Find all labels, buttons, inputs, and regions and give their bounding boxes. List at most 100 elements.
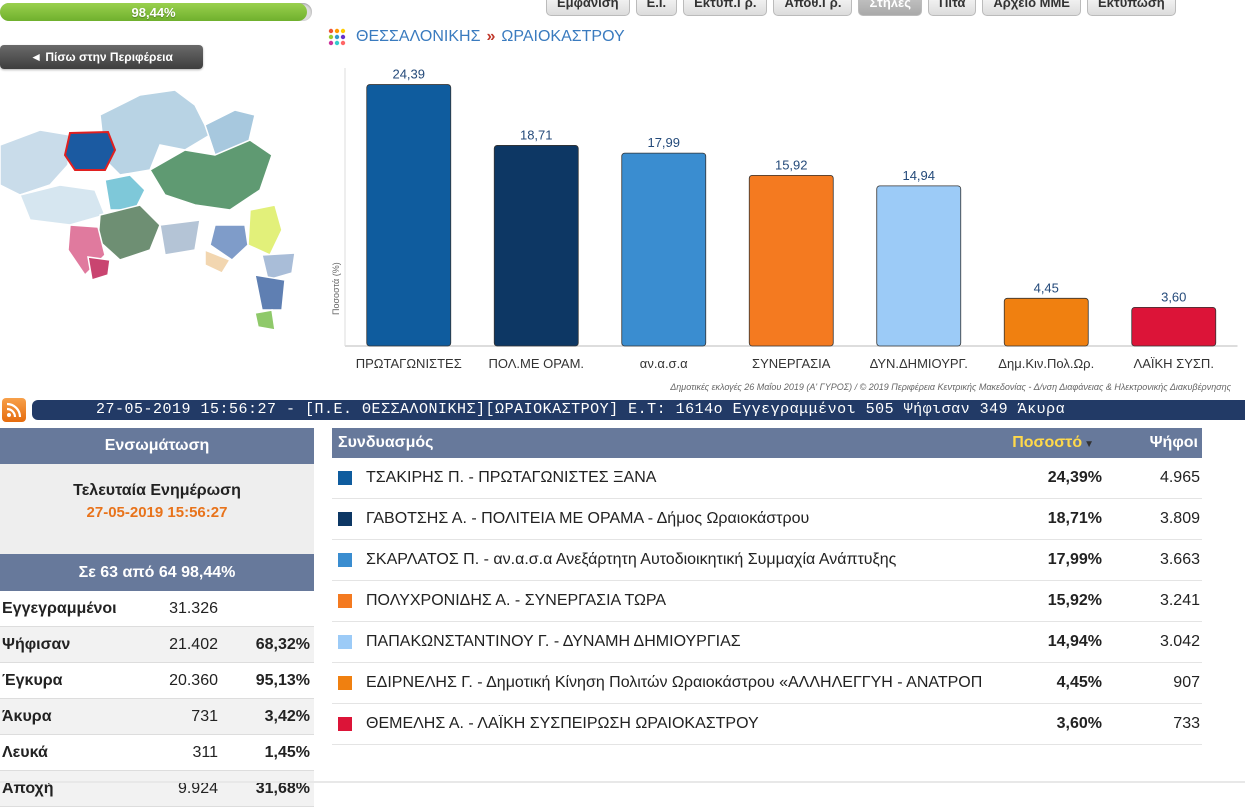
table-row[interactable]: ΓΑΒΟΤΣΗΣ Α. - ΠΟΛΙΤΕΙΑ ΜΕ ΟΡΑΜΑ - Δήμος … bbox=[332, 499, 1202, 540]
nav-button[interactable]: Αποθ.Γρ. bbox=[773, 0, 853, 16]
table-row[interactable]: ΣΚΑΡΛΑΤΟΣ Π. - αν.α.σ.α Ανεξάρτητη Αυτοδ… bbox=[332, 540, 1202, 581]
percentage-column-header[interactable]: Ποσοστό ▼ bbox=[1000, 434, 1094, 452]
party-column-header[interactable]: Συνδυασμός bbox=[338, 434, 434, 451]
map-region[interactable] bbox=[148, 139, 273, 211]
chart-bar[interactable] bbox=[748, 174, 834, 347]
back-to-region-button[interactable]: ◄ Πίσω στην Περιφέρεια bbox=[0, 45, 203, 69]
chart-footnote: Δημοτικές εκλογές 26 Μαΐου 2019 (Α' ΓΥΡΟ… bbox=[670, 382, 1231, 392]
nav-button[interactable]: Εκτύπωση bbox=[1086, 0, 1176, 16]
party-name: ΤΣΑΚΙΡΗΣ Π. - ΠΡΩΤΑΓΩΝΙΣΤΕΣ ΞΑΝΑ bbox=[366, 469, 657, 486]
breadcrumb-parent-link[interactable]: ΘΕΣΣΑΛΟΝΙΚΗΣ bbox=[356, 28, 481, 45]
table-row[interactable]: ΠΑΠΑΚΩΝΣΤΑΝΤΙΝΟΥ Γ. - ΔΥΝΑΜΗ ΔΗΜΙΟΥΡΓΙΑΣ… bbox=[332, 622, 1202, 663]
news-ticker-row: 27-05-2019 15:56:27 - [Π.Ε. ΘΕΣΣΑΛΟΝΙΚΗΣ… bbox=[0, 398, 1245, 423]
percentage-header-label: Ποσοστό bbox=[1012, 434, 1083, 451]
party-name: ΠΑΠΑΚΩΝΣΤΑΝΤΙΝΟΥ Γ. - ΔΥΝΑΜΗ ΔΗΜΙΟΥΡΓΙΑΣ bbox=[366, 633, 741, 650]
rss-icon[interactable] bbox=[2, 398, 26, 422]
party-color-swatch bbox=[338, 512, 352, 526]
chart-bar[interactable] bbox=[1131, 307, 1217, 347]
stat-label: Εγγεγραμμένοι bbox=[2, 599, 117, 617]
party-percentage: 3,60% bbox=[1056, 715, 1102, 732]
bar-value-label: 24,39 bbox=[392, 67, 425, 82]
nav-button[interactable]: Αρχείο ΜΜΕ bbox=[982, 0, 1081, 16]
nav-button[interactable]: Εμφάνιση bbox=[546, 0, 630, 16]
table-row[interactable]: ΠΟΛΥΧΡΟΝΙΔΗΣ Α. - ΣΥΝΕΡΓΑΣΙΑ ΤΩΡΑ 15,92%… bbox=[332, 581, 1202, 622]
stat-value: 31.326 bbox=[169, 599, 218, 617]
stat-percentage: 3,42% bbox=[264, 707, 310, 725]
map-region[interactable] bbox=[104, 174, 146, 211]
map-region[interactable] bbox=[254, 274, 286, 311]
nav-button[interactable]: Στήλες bbox=[858, 0, 922, 16]
table-row[interactable]: ΕΔΙΡΝΕΛΗΣ Γ. - Δημοτική Κίνηση Πολιτών Ω… bbox=[332, 663, 1202, 704]
party-percentage: 17,99% bbox=[1047, 551, 1102, 568]
stat-value: 20.360 bbox=[169, 671, 218, 689]
x-tick-label: αν.α.σ.α bbox=[640, 356, 688, 371]
nav-button[interactable]: Εκτυπ.Γρ. bbox=[683, 0, 768, 16]
party-votes: 3.809 bbox=[1159, 510, 1200, 527]
stats-row: Εγγεγραμμένοι 31.326 bbox=[0, 591, 314, 627]
x-tick-label: ΠΡΩΤΑΓΩΝΙΣΤΕΣ bbox=[356, 356, 462, 371]
party-votes: 3.241 bbox=[1159, 592, 1200, 609]
map-region[interactable] bbox=[209, 224, 249, 261]
bar-value-label: 14,94 bbox=[902, 168, 935, 183]
map-region[interactable] bbox=[254, 309, 276, 331]
party-percentage: 24,39% bbox=[1047, 469, 1102, 486]
results-bar-chart: 24,39 ΠΡΩΤΑΓΩΝΙΣΤΕΣ 18,71 ΠΟΛ.ΜΕ ΟΡΑΜ. 17,99… bbox=[331, 67, 1238, 371]
party-color-swatch bbox=[338, 553, 352, 567]
news-ticker: 27-05-2019 15:56:27 - [Π.Ε. ΘΕΣΣΑΛΟΝΙΚΗΣ… bbox=[32, 400, 1245, 420]
municipality-map bbox=[0, 89, 296, 331]
map-region-selected[interactable] bbox=[63, 130, 117, 171]
map-region[interactable] bbox=[97, 204, 161, 261]
x-tick-label: ΔΥΝ.ΔΗΜΙΟΥΡΓ. bbox=[870, 356, 968, 371]
nav-button[interactable]: Πίτα bbox=[927, 0, 977, 16]
party-color-swatch bbox=[338, 717, 352, 731]
party-name: ΕΔΙΡΝΕΛΗΣ Γ. - Δημοτική Κίνηση Πολιτών Ω… bbox=[366, 674, 983, 691]
stat-value: 731 bbox=[191, 707, 218, 725]
counted-stations: Σε 63 από 64 98,44% bbox=[0, 554, 314, 591]
table-row[interactable]: ΘΕΜΕΛΗΣ Α. - ΛΑΪΚΗ ΣΥΣΠΕΙΡΩΣΗ ΩΡΑΙΟΚΑΣΤΡ… bbox=[332, 704, 1202, 745]
chart-bar[interactable] bbox=[493, 145, 579, 347]
counting-progress-bar: 98,44% bbox=[0, 3, 312, 21]
party-color-swatch bbox=[338, 676, 352, 690]
chart-bar[interactable] bbox=[366, 84, 452, 347]
progress-label: 98,44% bbox=[131, 4, 176, 20]
stats-row: Έγκυρα 20.360 95,13% bbox=[0, 663, 314, 699]
party-name: ΠΟΛΥΧΡΟΝΙΔΗΣ Α. - ΣΥΝΕΡΓΑΣΙΑ ΤΩΡΑ bbox=[366, 592, 667, 609]
party-name: ΣΚΑΡΛΑΤΟΣ Π. - αν.α.σ.α Ανεξάρτητη Αυτοδ… bbox=[366, 551, 897, 568]
map-region[interactable] bbox=[87, 256, 111, 281]
stat-percentage: 95,13% bbox=[255, 671, 310, 689]
table-row[interactable]: ΤΣΑΚΙΡΗΣ Π. - ΠΡΩΤΑΓΩΝΙΣΤΕΣ ΞΑΝΑ 24,39% … bbox=[332, 458, 1202, 499]
map-region[interactable] bbox=[0, 129, 71, 196]
party-votes: 733 bbox=[1173, 715, 1200, 732]
nav-button[interactable]: Ε.Ι. bbox=[635, 0, 678, 16]
party-votes: 4.965 bbox=[1159, 469, 1200, 486]
map-region[interactable] bbox=[261, 252, 296, 281]
x-tick-label: ΛΑΪΚΗ ΣΥΣΠ. bbox=[1134, 356, 1214, 371]
chart-bar[interactable] bbox=[621, 152, 707, 347]
y-axis-label: Ποσοστά (%) bbox=[331, 262, 341, 315]
dots-logo-icon bbox=[328, 28, 346, 46]
stat-percentage: 1,45% bbox=[264, 743, 310, 761]
sort-desc-icon: ▼ bbox=[1084, 439, 1094, 450]
stat-label: Ψήφισαν bbox=[2, 635, 71, 653]
stats-row: Λευκά 311 1,45% bbox=[0, 735, 314, 771]
party-name: ΓΑΒΟΤΣΗΣ Α. - ΠΟΛΙΤΕΙΑ ΜΕ ΟΡΑΜΑ - Δήμος … bbox=[366, 510, 810, 527]
party-votes: 3.663 bbox=[1159, 551, 1200, 568]
map-region[interactable] bbox=[247, 204, 283, 256]
bar-value-label: 17,99 bbox=[647, 135, 680, 150]
x-tick-label: ΠΟΛ.ΜΕ ΟΡΑΜ. bbox=[488, 356, 584, 371]
panel-title: Ενσωμάτωση bbox=[0, 428, 314, 464]
party-color-swatch bbox=[338, 594, 352, 608]
map-region[interactable] bbox=[159, 219, 201, 256]
party-percentage: 15,92% bbox=[1047, 592, 1102, 609]
top-toolbar: Εμφάνιση Ε.Ι. Εκτυπ.Γρ. Αποθ.Γρ. Στήλες Πίτα Α… bbox=[546, 0, 1176, 16]
progress-fill: 98,44% bbox=[0, 3, 308, 21]
stats-row: Αποχή 9.924 31,68% bbox=[0, 771, 314, 807]
chart-bar[interactable] bbox=[876, 185, 962, 347]
votes-column-header[interactable]: Ψήφοι bbox=[1149, 434, 1198, 451]
map-region[interactable] bbox=[204, 248, 232, 274]
results-header: Συνδυασμός Ποσοστό ▼ Ψήφοι bbox=[332, 428, 1202, 458]
chart-breadcrumb: ΘΕΣΣΑΛΟΝΙΚΗΣ » ΩΡΑΙΟΚΑΣΤΡΟΥ bbox=[328, 28, 625, 46]
stat-percentage: 68,32% bbox=[255, 635, 310, 653]
x-tick-label: Δημ.Κιν.Πολ.Ωρ. bbox=[998, 356, 1094, 371]
chart-bar[interactable] bbox=[1003, 297, 1089, 347]
